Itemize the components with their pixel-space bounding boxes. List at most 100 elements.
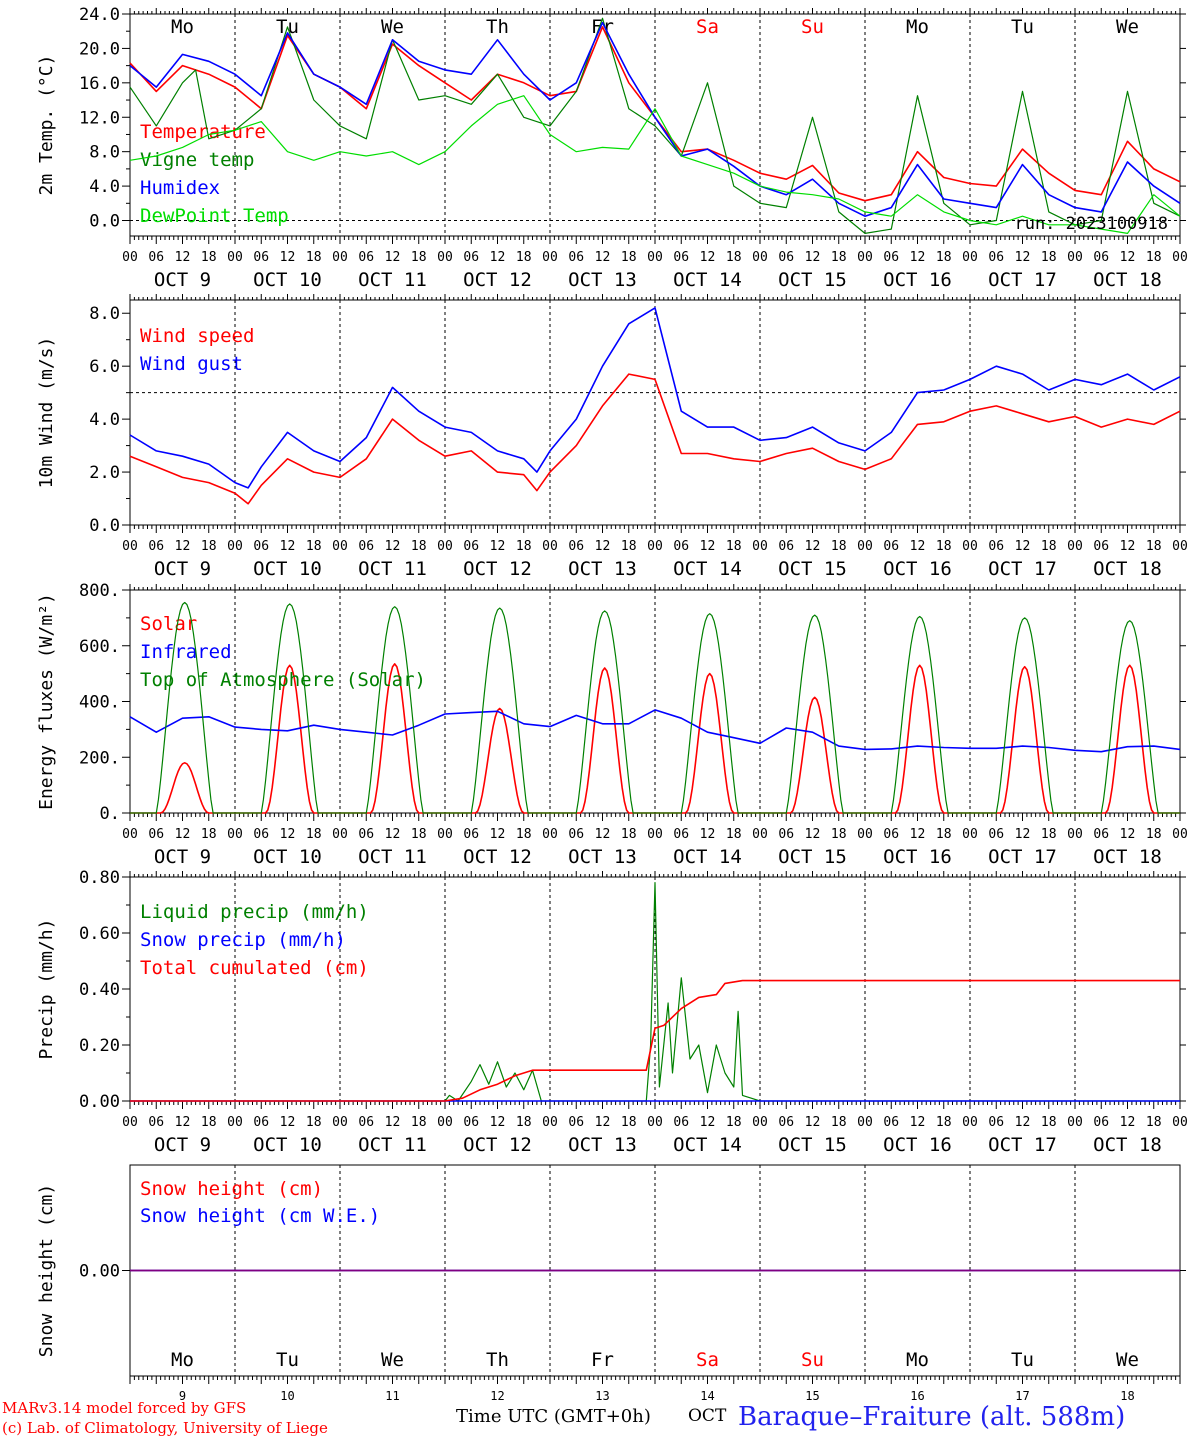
hour-tick-label: 00 — [647, 250, 663, 265]
series-line-wind-speed — [129, 373, 1181, 505]
date-label: OCT 14 — [673, 1134, 742, 1156]
hour-tick-label: 12 — [385, 539, 401, 554]
hour-tick-label: 06 — [358, 250, 374, 265]
hour-tick-label: 00 — [227, 539, 243, 554]
month-label: OCT — [688, 1406, 727, 1426]
date-label: OCT 16 — [883, 846, 952, 868]
day-number: 14 — [700, 1389, 714, 1403]
date-label: OCT 15 — [778, 846, 847, 868]
day-name: We — [1116, 1349, 1139, 1371]
date-label: OCT 9 — [154, 846, 211, 868]
hour-tick-label: 06 — [778, 1115, 794, 1130]
legend-entry: DewPoint Temp — [140, 205, 289, 227]
hour-tick-label: 12 — [280, 539, 296, 554]
day-number: 9 — [179, 1389, 186, 1403]
hour-tick-label: 12 — [595, 250, 611, 265]
hour-tick-label: 06 — [673, 539, 689, 554]
date-label: OCT 14 — [673, 846, 742, 868]
hour-tick-label: 18 — [306, 250, 322, 265]
hour-tick-label: 12 — [1015, 827, 1031, 842]
series-line-wind-gust — [129, 307, 1181, 489]
day-number: 18 — [1120, 1389, 1134, 1403]
hour-tick-label: 06 — [1093, 250, 1109, 265]
y-tick-label: 0.80 — [79, 868, 120, 888]
hour-tick-label: 06 — [148, 1115, 164, 1130]
y-tick-label: 16.0 — [79, 74, 120, 94]
y-tick-label: 0.0 — [89, 212, 120, 232]
hour-tick-label: 06 — [778, 539, 794, 554]
hour-tick-label: 18 — [411, 827, 427, 842]
hour-tick-label: 18 — [936, 250, 952, 265]
hour-tick-label: 18 — [516, 827, 532, 842]
hour-tick-label: 12 — [1015, 1115, 1031, 1130]
hour-tick-label: 18 — [936, 827, 952, 842]
legend-entry: Infrared — [140, 641, 232, 663]
hour-tick-label: 12 — [1120, 1115, 1136, 1130]
hour-tick-label: 18 — [411, 250, 427, 265]
hour-tick-label: 12 — [805, 1115, 821, 1130]
hour-tick-label: 18 — [411, 539, 427, 554]
hour-tick-label: 12 — [1120, 827, 1136, 842]
hour-tick-label: 06 — [463, 250, 479, 265]
date-label: OCT 13 — [568, 558, 637, 580]
hour-tick-label: 00 — [647, 539, 663, 554]
hour-tick-label: 00 — [227, 250, 243, 265]
hour-tick-label: 00 — [857, 1115, 873, 1130]
time-axis-label: Time UTC (GMT+0h) — [456, 1406, 651, 1427]
hour-tick-label: 00 — [962, 539, 978, 554]
hour-tick-label: 18 — [516, 1115, 532, 1130]
run-annotation: run: 2023100918 — [1014, 214, 1168, 234]
y-tick-label: 2.0 — [89, 463, 120, 483]
y-axis-label: Precip (mm/h) — [36, 919, 57, 1060]
hour-tick-label: 06 — [988, 250, 1004, 265]
hour-tick-label: 12 — [175, 250, 191, 265]
hour-tick-label: 06 — [1093, 539, 1109, 554]
legend-entry: Solar — [140, 613, 197, 635]
hour-tick-label: 12 — [175, 539, 191, 554]
series-line-total-cumulated-cm- — [130, 979, 1180, 1102]
hour-tick-label: 00 — [332, 539, 348, 554]
hour-tick-label: 06 — [253, 1115, 269, 1130]
hour-tick-label: 06 — [568, 1115, 584, 1130]
hour-tick-label: 06 — [463, 827, 479, 842]
hour-tick-label: 18 — [306, 539, 322, 554]
date-label: OCT 11 — [358, 558, 427, 580]
hour-tick-label: 06 — [253, 827, 269, 842]
date-label: OCT 18 — [1093, 846, 1162, 868]
date-label: OCT 15 — [778, 558, 847, 580]
hour-tick-label: 06 — [148, 539, 164, 554]
date-label: OCT 18 — [1093, 269, 1162, 291]
hour-tick-label: 12 — [1120, 250, 1136, 265]
hour-tick-label: 18 — [726, 1115, 742, 1130]
y-tick-label: 0.20 — [79, 1036, 120, 1056]
hour-tick-label: 18 — [831, 827, 847, 842]
panel-frame — [129, 299, 1181, 526]
y-tick-label: 200. — [79, 748, 120, 768]
hour-tick-label: 06 — [988, 539, 1004, 554]
panel-frame — [129, 589, 1181, 814]
hour-tick-label: 12 — [490, 250, 506, 265]
hour-tick-label: 00 — [227, 1115, 243, 1130]
legend-entry: Wind gust — [140, 353, 243, 375]
hour-tick-label: 12 — [280, 1115, 296, 1130]
y-tick-label: 600. — [79, 637, 120, 657]
hour-tick-label: 06 — [883, 250, 899, 265]
date-label: OCT 17 — [988, 846, 1057, 868]
hour-tick-label: 06 — [988, 827, 1004, 842]
y-tick-label: 400. — [79, 693, 120, 713]
day-name: Th — [486, 1349, 509, 1371]
hour-tick-label: 00 — [1172, 827, 1188, 842]
hour-tick-label: 06 — [673, 1115, 689, 1130]
y-tick-label: 0.0 — [89, 516, 120, 536]
legend-entry: Snow height (cm) — [140, 1178, 323, 1200]
hour-tick-label: 18 — [1041, 827, 1057, 842]
hour-tick-label: 12 — [1015, 250, 1031, 265]
panel-2: 0.0 2.0 4.0 6.0 8.0 10m Wind (m/s) 00 06 12 18 OCT… — [36, 294, 1188, 580]
y-tick-label: 8.0 — [89, 304, 120, 324]
y-tick-label: 0.00 — [79, 1092, 120, 1112]
date-label: OCT 10 — [253, 1134, 322, 1156]
day-name: Fr — [591, 1349, 614, 1371]
hour-tick-label: 18 — [726, 827, 742, 842]
hour-tick-label: 18 — [201, 539, 217, 554]
